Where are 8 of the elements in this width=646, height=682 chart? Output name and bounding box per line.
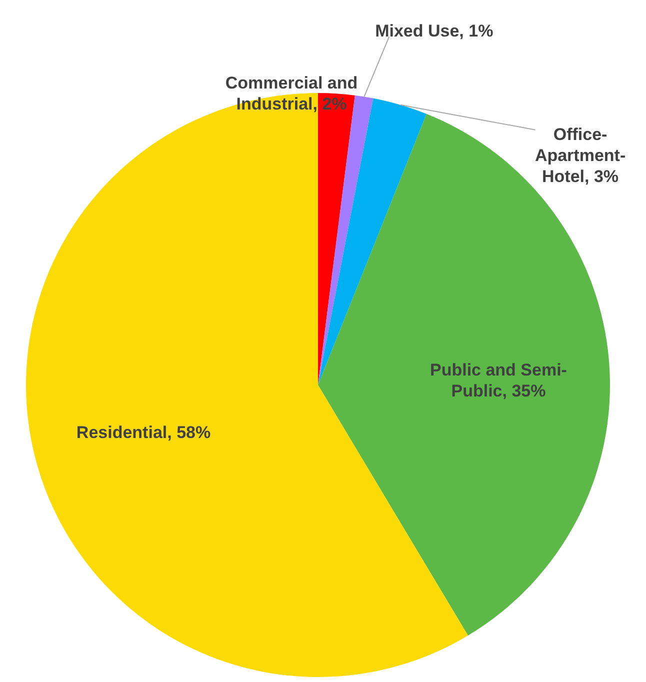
slice-label: Commercial and Industrial, 2% [225, 74, 358, 114]
slice-label: Residential, 58% [76, 423, 211, 442]
pie-slice [318, 98, 427, 385]
slice-label: Public and Semi-Public, 35% [430, 360, 567, 401]
pie-slice [318, 93, 355, 385]
pie-slice [318, 95, 374, 385]
slice-label: Office-Apartment-Hotel, 3% [534, 124, 626, 186]
slice-label: Mixed Use, 1% [375, 22, 494, 41]
